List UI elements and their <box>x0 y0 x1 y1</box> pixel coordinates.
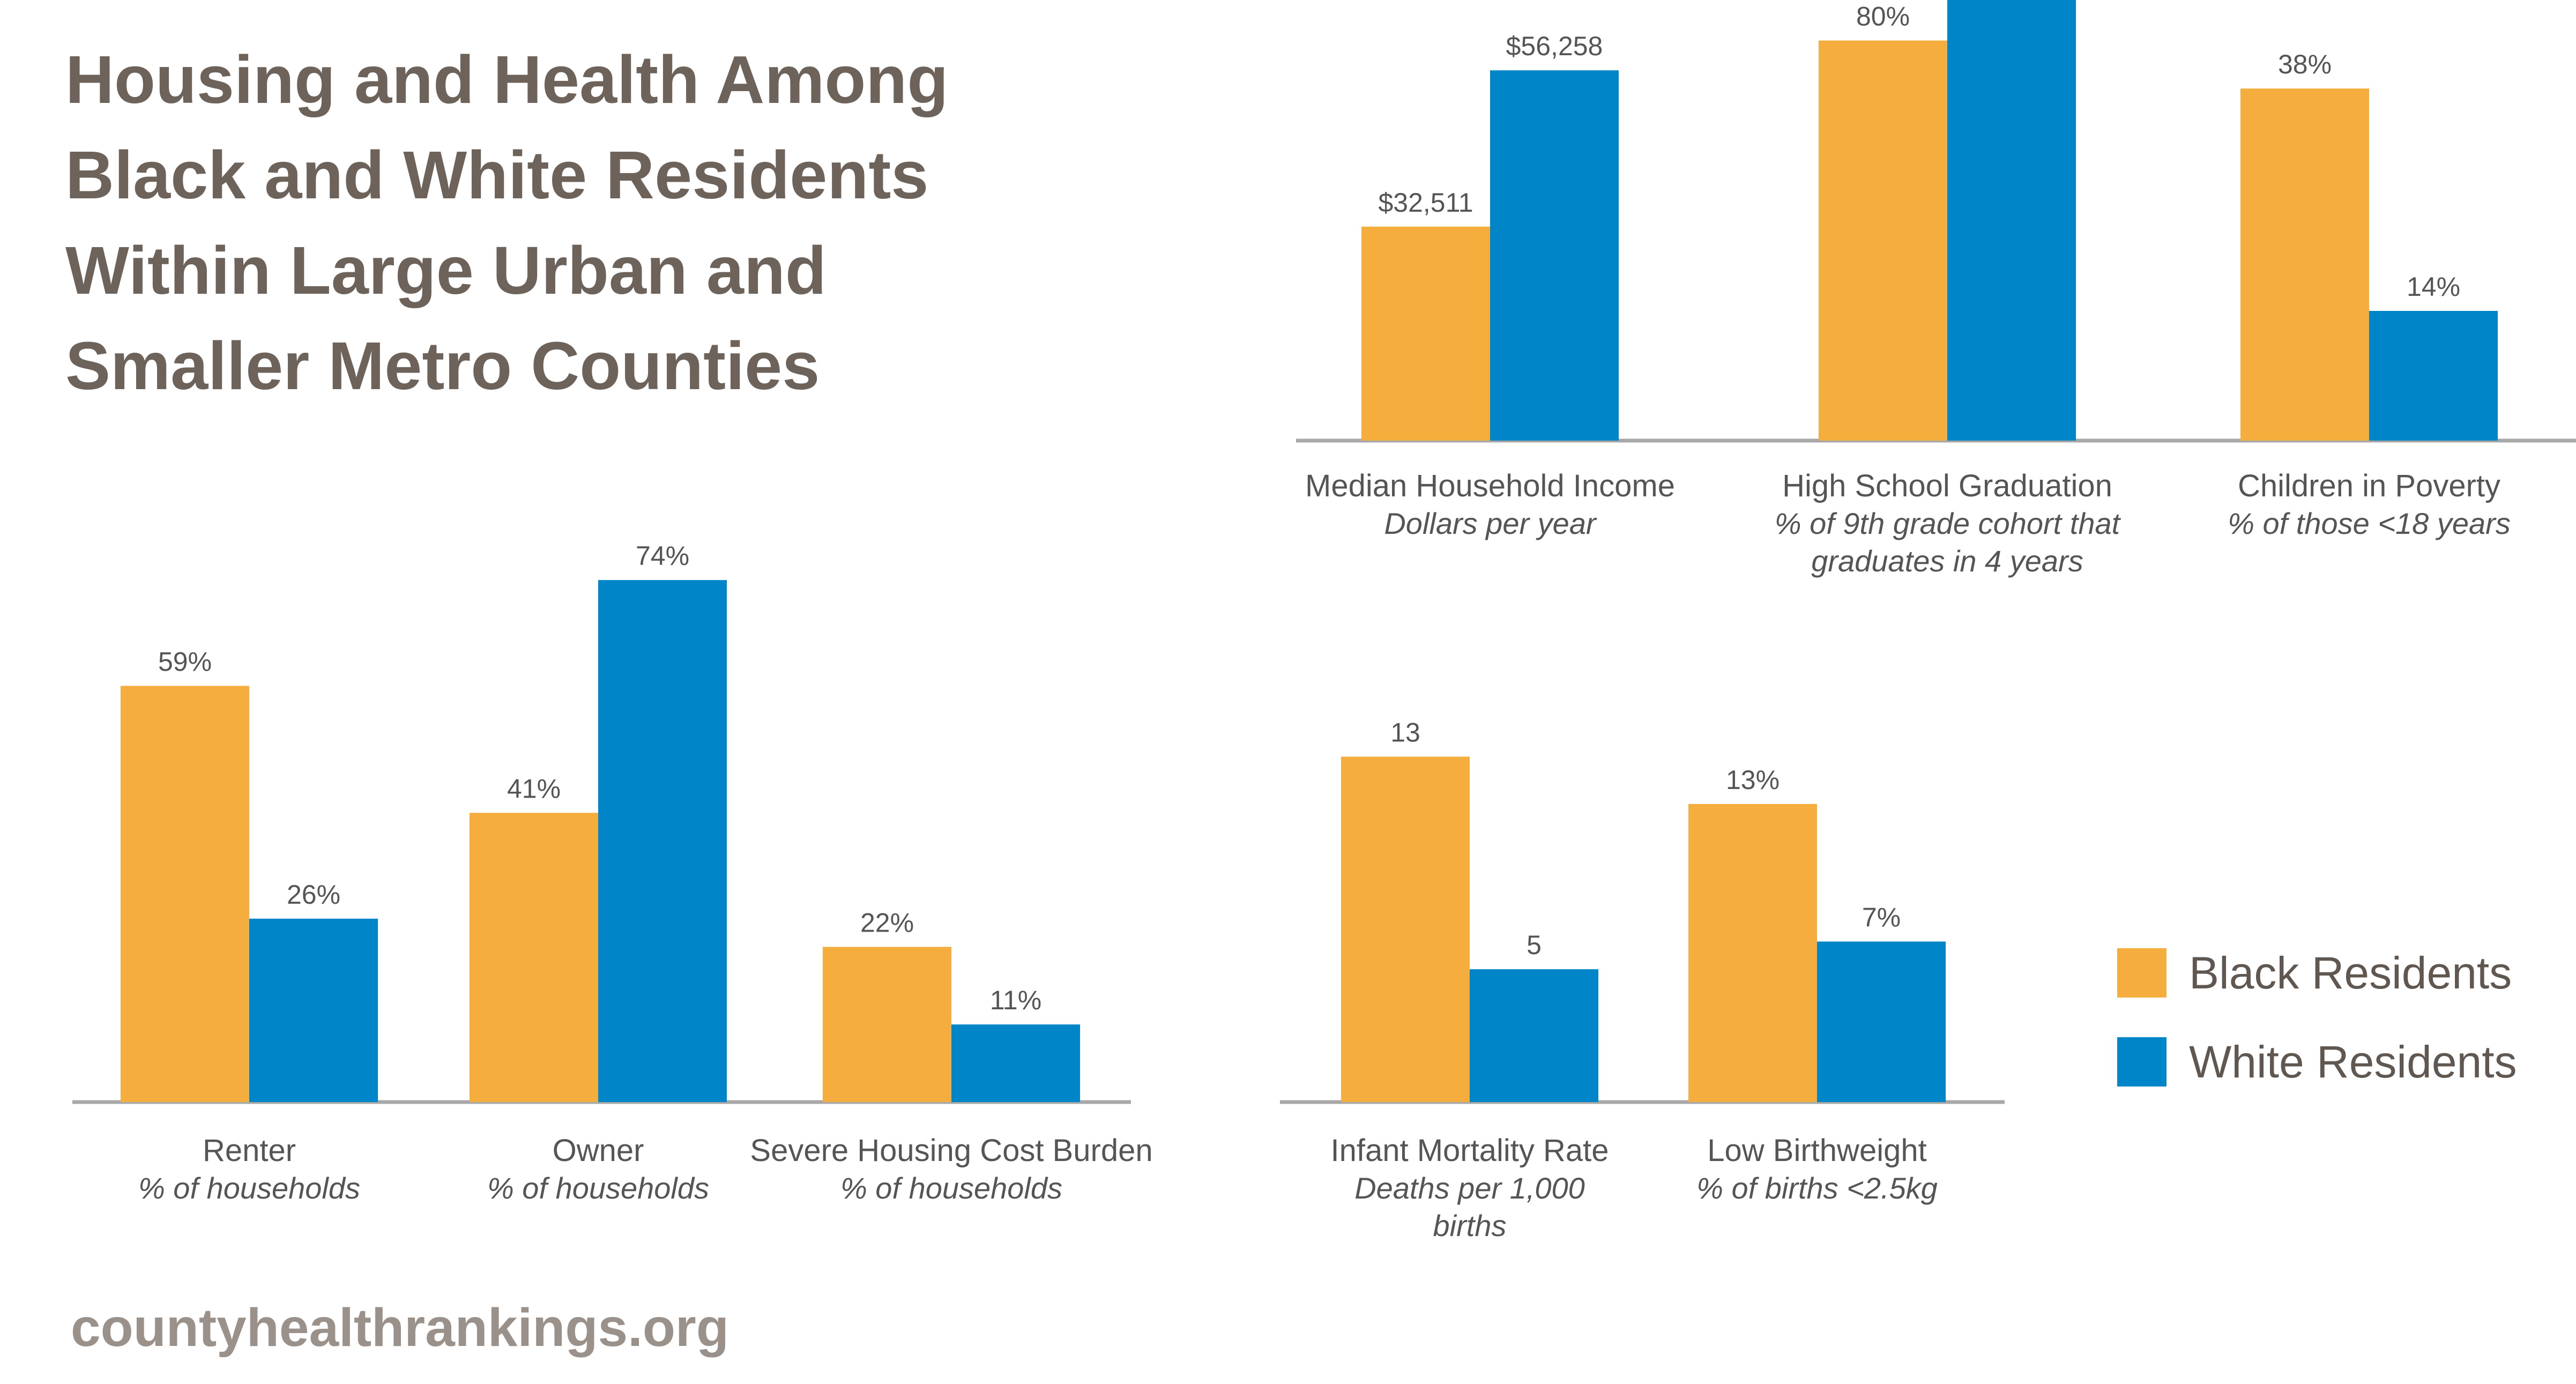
title-line-3: Within Large Urban and <box>65 233 827 308</box>
data-label-low-birthweight-black-residents: 13% <box>1726 765 1780 795</box>
data-label-low-birthweight-white-residents: 7% <box>1862 903 1901 933</box>
legend-item-white-residents: White Residents <box>2117 1035 2517 1089</box>
title-line-2: Black and White Residents <box>65 137 929 213</box>
data-label-renter-white-residents: 26% <box>287 880 340 910</box>
category-sublabel-owner-1: % of households <box>487 1171 709 1205</box>
legend-label-white-residents: White Residents <box>2189 1036 2517 1087</box>
category-label-severe-housing-cost-burden: Severe Housing Cost Burden <box>750 1133 1152 1168</box>
category-sublabel-children-in-poverty-1: % of those <18 years <box>2228 507 2511 540</box>
data-label-owner-black-residents: 41% <box>507 773 561 803</box>
legend-item-black-residents: Black Residents <box>2117 946 2517 1000</box>
category-label-children-in-poverty: Children in Poverty <box>2238 468 2500 503</box>
bar-renter-white-residents <box>249 918 378 1102</box>
category-sublabel-median-household-income-1: Dollars per year <box>1384 507 1597 540</box>
data-label-children-in-poverty-black-residents: 38% <box>2278 49 2332 79</box>
legend: Black Residents White Residents <box>2117 946 2517 1124</box>
bar-children-in-poverty-white-residents <box>2369 311 2498 441</box>
category-sublabel-high-school-graduation-2: graduates in 4 years <box>1811 544 2083 578</box>
category-label-renter: Renter <box>203 1133 296 1168</box>
bar-low-birthweight-white-residents <box>1817 941 1946 1102</box>
category-sublabel-renter-1: % of households <box>138 1171 360 1205</box>
bar-children-in-poverty-black-residents <box>2240 88 2369 441</box>
source-credit: countyhealthrankings.org <box>71 1298 729 1358</box>
category-sublabel-infant-mortality-rate-2: births <box>1433 1209 1507 1242</box>
category-label-median-household-income: Median Household Income <box>1305 468 1675 503</box>
title-line-4: Smaller Metro Counties <box>65 328 820 404</box>
bar-severe-housing-cost-burden-white-residents <box>951 1024 1080 1102</box>
data-label-median-household-income-white-residents: $56,258 <box>1506 31 1603 61</box>
bar-infant-mortality-rate-black-residents <box>1341 756 1470 1102</box>
chart-title: Housing and Health Among Black and White… <box>65 32 1084 414</box>
data-label-renter-black-residents: 59% <box>158 647 212 677</box>
bar-low-birthweight-black-residents <box>1688 803 1817 1102</box>
bar-high-school-graduation-white-residents <box>1947 0 2076 441</box>
legend-swatch-black-residents <box>2117 948 2166 998</box>
category-label-infant-mortality-rate: Infant Mortality Rate <box>1331 1133 1609 1168</box>
bar-median-household-income-white-residents <box>1490 70 1619 441</box>
category-sublabel-severe-housing-cost-burden-1: % of households <box>840 1171 1062 1205</box>
category-sublabel-infant-mortality-rate-1: Deaths per 1,000 <box>1354 1171 1585 1205</box>
bar-median-household-income-black-residents <box>1361 226 1490 441</box>
bar-severe-housing-cost-burden-black-residents <box>823 947 951 1102</box>
category-label-owner: Owner <box>553 1133 644 1168</box>
data-label-children-in-poverty-white-residents: 14% <box>2407 272 2460 302</box>
category-label-high-school-graduation: High School Graduation <box>1782 468 2112 503</box>
data-label-severe-housing-cost-burden-white-residents: 11% <box>990 985 1041 1015</box>
data-label-high-school-graduation-black-residents: 80% <box>1856 2 1910 32</box>
title-line-1: Housing and Health Among <box>65 42 949 117</box>
category-sublabel-low-birthweight-1: % of births <2.5kg <box>1696 1171 1938 1205</box>
data-label-infant-mortality-rate-white-residents: 5 <box>1527 930 1542 960</box>
data-label-severe-housing-cost-burden-black-residents: 22% <box>860 907 914 937</box>
category-label-low-birthweight: Low Birthweight <box>1707 1133 1926 1168</box>
category-sublabel-high-school-graduation-1: % of 9th grade cohort that <box>1775 507 2121 540</box>
bar-infant-mortality-rate-white-residents <box>1470 969 1598 1102</box>
bar-renter-black-residents <box>121 686 249 1102</box>
data-label-median-household-income-black-residents: $32,511 <box>1378 188 1473 218</box>
bar-owner-white-residents <box>598 580 727 1102</box>
bar-owner-black-residents <box>470 813 598 1102</box>
legend-swatch-white-residents <box>2117 1037 2166 1087</box>
data-label-infant-mortality-rate-black-residents: 13 <box>1390 718 1420 748</box>
legend-label-black-residents: Black Residents <box>2189 947 2512 998</box>
data-label-owner-white-residents: 74% <box>636 541 689 571</box>
bar-high-school-graduation-black-residents <box>1819 40 1947 441</box>
